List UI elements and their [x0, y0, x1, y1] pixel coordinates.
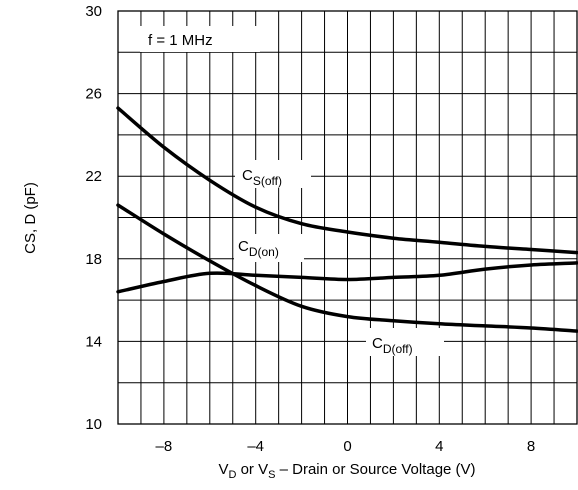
tick-labels: 10 14 18 22 26 30 –8 –4 0 4 8	[85, 3, 535, 455]
x-tick-label: –4	[247, 438, 264, 455]
curves	[116, 106, 578, 333]
cs-off-curve	[116, 106, 578, 255]
cd-off-label: CD(off)	[372, 335, 413, 356]
cs-off-label: CS(off)	[242, 167, 282, 188]
cs-off-label-background	[235, 160, 311, 188]
y-axis-label: CS, D (pF)	[22, 182, 39, 254]
cd-on-label: CD(on)	[238, 238, 279, 259]
grid	[118, 11, 577, 424]
y-tick-label: 30	[85, 3, 102, 20]
plot-frame	[117, 10, 578, 425]
y-tick-label: 26	[85, 86, 102, 103]
x-tick-label: –8	[156, 438, 173, 455]
x-tick-label: 0	[343, 438, 351, 455]
cd-on-label-background	[234, 234, 304, 262]
cd-off-curve	[116, 203, 578, 333]
y-tick-label: 18	[85, 251, 102, 268]
x-tick-label: 4	[435, 438, 443, 455]
x-tick-label: 8	[527, 438, 535, 455]
y-tick-label: 22	[85, 168, 102, 185]
annotation-background	[140, 26, 260, 52]
frequency-annotation: f = 1 MHz	[148, 32, 213, 49]
cd-on-curve	[116, 261, 578, 294]
y-tick-label: 10	[85, 416, 102, 433]
cd-off-label-background	[366, 328, 444, 356]
x-axis-label: VD or VS – Drain or Source Voltage (V)	[218, 461, 475, 481]
y-tick-label: 14	[85, 333, 102, 350]
series-labels: CS(off) CD(on) CD(off)	[234, 160, 444, 356]
